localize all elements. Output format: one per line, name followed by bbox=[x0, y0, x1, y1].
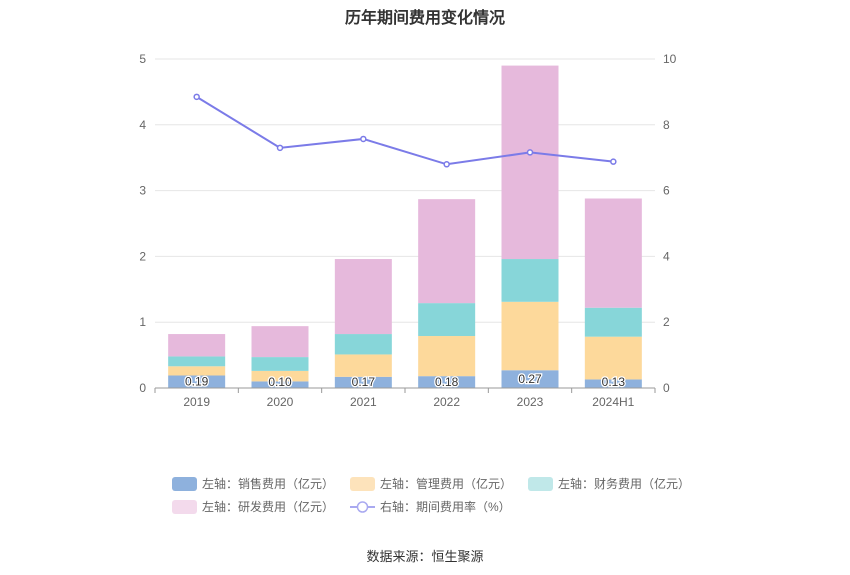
legend-swatch-finance bbox=[528, 476, 554, 491]
bar-segment bbox=[418, 303, 476, 337]
bar-segment bbox=[501, 301, 559, 371]
y-left-tick-label: 1 bbox=[139, 315, 146, 329]
x-tick-label: 2019 bbox=[183, 395, 210, 409]
chart-title: 历年期间费用变化情况 bbox=[344, 10, 505, 27]
legend-swatch-rd bbox=[172, 499, 197, 514]
bar-segment bbox=[584, 307, 642, 337]
y-left-tick-label: 3 bbox=[139, 184, 146, 198]
bar-segment bbox=[418, 376, 476, 388]
y-right-tick-label: 10 bbox=[663, 52, 677, 66]
y-right-tick-label: 4 bbox=[663, 249, 670, 263]
bar-segment bbox=[251, 370, 309, 382]
legend-item-finance[interactable]: 左轴：财务费用（亿元） bbox=[528, 475, 690, 492]
legend-line-rate-icon bbox=[350, 500, 376, 513]
x-tick-label: 2022 bbox=[433, 395, 460, 409]
bar-segment bbox=[168, 334, 226, 357]
bar-segment bbox=[334, 354, 392, 377]
rate-point bbox=[276, 144, 284, 152]
rate-point bbox=[610, 158, 617, 165]
legend-swatch-sales bbox=[172, 476, 197, 491]
bar-data-label: 0.18 bbox=[435, 375, 459, 389]
legend-item-sales[interactable]: 左轴：销售费用（亿元） bbox=[172, 475, 334, 492]
bar-data-label: 0.19 bbox=[185, 375, 209, 389]
legend: 左轴：销售费用（亿元） 左轴：管理费用（亿元） 左轴：财务费用（亿元） 左轴：研… bbox=[172, 472, 692, 518]
bar-segment bbox=[334, 334, 392, 355]
x-tick-label: 2021 bbox=[350, 395, 377, 409]
bar-segment bbox=[334, 376, 392, 388]
x-tick-label: 2023 bbox=[517, 395, 544, 409]
bar-segment bbox=[251, 326, 309, 358]
legend-swatch-admin bbox=[350, 476, 376, 491]
bar-segment bbox=[501, 259, 559, 302]
bar-segment bbox=[418, 336, 476, 377]
bar-segment bbox=[251, 381, 309, 388]
x-tick-label: 2024H1 bbox=[592, 395, 634, 409]
bar-data-label: 0.17 bbox=[352, 375, 376, 389]
rate-point bbox=[193, 93, 200, 101]
legend-label-finance: 左轴：财务费用（亿元） bbox=[558, 477, 691, 491]
bar-segment bbox=[418, 199, 476, 304]
rate-point bbox=[360, 135, 367, 143]
y-right-tick-label: 6 bbox=[663, 184, 670, 198]
y-left-tick-label: 2 bbox=[139, 249, 146, 263]
bar-data-label: 0.13 bbox=[602, 375, 626, 389]
legend-item-rd[interactable]: 左轴：研发费用（亿元） bbox=[172, 498, 334, 515]
y-right-tick-label: 8 bbox=[663, 118, 670, 132]
legend-label-sales: 左轴：销售费用（亿元） bbox=[202, 477, 335, 491]
bar-segment bbox=[584, 198, 642, 308]
y-left-tick-label: 4 bbox=[139, 118, 146, 132]
x-tick-label: 2020 bbox=[267, 395, 294, 409]
legend-item-rate[interactable]: 右轴：期间费用率（%） bbox=[350, 498, 511, 515]
y-left-tick-label: 0 bbox=[139, 381, 146, 395]
bar-segment bbox=[168, 366, 226, 376]
bar-segment bbox=[334, 259, 392, 335]
bar-segment bbox=[501, 370, 559, 388]
y-right-tick-label: 2 bbox=[663, 315, 670, 329]
rate-point bbox=[526, 149, 534, 156]
y-left-tick-label: 5 bbox=[139, 52, 146, 66]
bar-segment bbox=[168, 356, 226, 367]
bar-data-label: 0.10 bbox=[268, 375, 292, 389]
legend-label-admin: 左轴：管理费用（亿元） bbox=[380, 477, 513, 491]
bar-segment bbox=[584, 336, 642, 380]
legend-label-rate: 右轴：期间费用率（%） bbox=[380, 500, 511, 514]
bar-segment bbox=[501, 65, 559, 260]
bar-segment bbox=[584, 379, 642, 388]
rate-line bbox=[196, 95, 614, 166]
legend-label-rd: 左轴：研发费用（亿元） bbox=[202, 500, 335, 514]
data-source: 数据来源：恒生聚源 bbox=[366, 549, 484, 564]
bar-data-label: 0.27 bbox=[518, 372, 542, 386]
bar-segment bbox=[168, 375, 226, 388]
rate-point bbox=[443, 161, 450, 168]
legend-item-admin[interactable]: 左轴：管理费用（亿元） bbox=[350, 475, 512, 492]
y-right-tick-label: 0 bbox=[663, 381, 670, 395]
bar-segment bbox=[251, 357, 309, 371]
